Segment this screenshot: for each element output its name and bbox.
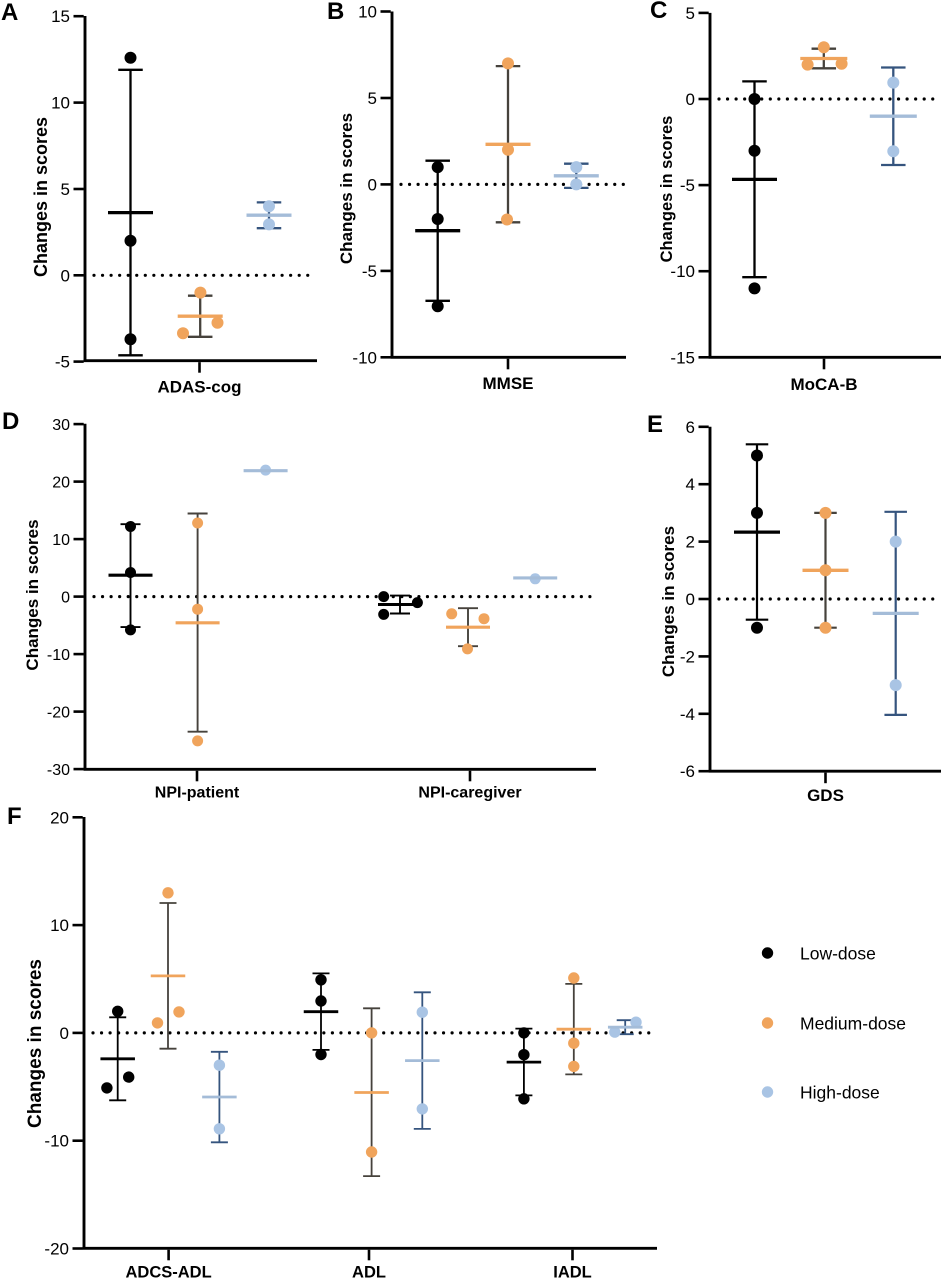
svg-text:NPI-caregiver: NPI-caregiver [418,785,521,802]
svg-text:Low-dose: Low-dose [800,944,876,964]
svg-text:0: 0 [368,175,377,194]
svg-text:NPI-patient: NPI-patient [155,785,240,802]
svg-text:-6: -6 [680,762,695,781]
svg-text:0: 0 [686,590,695,609]
svg-text:10: 10 [51,94,70,113]
svg-text:MMSE: MMSE [483,374,534,393]
svg-text:0: 0 [61,266,70,285]
svg-text:Changes in scores: Changes in scores [25,959,46,1128]
svg-text:-30: -30 [47,762,70,779]
svg-text:-10: -10 [44,1132,69,1151]
svg-text:D: D [2,408,19,435]
svg-text:20: 20 [52,475,70,492]
svg-text:-5: -5 [680,176,695,195]
svg-text:-2: -2 [680,647,695,666]
svg-text:5: 5 [686,4,695,23]
svg-text:High-dose: High-dose [800,1083,880,1103]
svg-text:-20: -20 [47,705,70,722]
svg-text:-5: -5 [362,262,377,281]
svg-text:6: 6 [686,418,695,437]
svg-text:E: E [647,411,663,438]
svg-text:-10: -10 [352,348,377,367]
svg-text:20: 20 [50,808,69,827]
svg-text:GDS: GDS [807,786,844,805]
svg-text:Changes in scores: Changes in scores [23,519,42,670]
svg-text:4: 4 [686,475,695,494]
svg-text:10: 10 [358,3,377,22]
svg-text:30: 30 [52,417,70,434]
svg-text:-4: -4 [680,705,695,724]
svg-text:IADL: IADL [553,1263,592,1280]
svg-text:Changes in scores: Changes in scores [31,117,51,277]
svg-text:2: 2 [686,533,695,552]
svg-text:-10: -10 [47,647,70,664]
svg-text:-20: -20 [44,1240,69,1259]
svg-text:Medium-dose: Medium-dose [800,1014,906,1034]
svg-text:MoCA-B: MoCA-B [790,375,857,394]
svg-text:-10: -10 [670,262,695,281]
svg-text:A: A [1,0,18,26]
svg-text:Changes in scores: Changes in scores [658,116,676,263]
svg-text:-5: -5 [55,353,70,372]
svg-text:5: 5 [61,180,70,199]
svg-text:ADAS-cog: ADAS-cog [157,377,241,396]
svg-text:C: C [650,0,667,24]
svg-text:Changes in scores: Changes in scores [337,113,356,264]
svg-text:-15: -15 [670,348,695,367]
svg-text:10: 10 [50,916,69,935]
svg-text:10: 10 [52,532,70,549]
svg-text:F: F [7,803,22,830]
svg-text:0: 0 [61,590,70,607]
svg-text:15: 15 [51,7,70,26]
svg-text:ADL: ADL [352,1263,386,1280]
svg-text:5: 5 [368,89,377,108]
svg-text:Changes in scores: Changes in scores [659,526,678,677]
svg-text:ADCS-ADL: ADCS-ADL [126,1263,212,1280]
svg-text:B: B [327,0,344,25]
svg-text:0: 0 [686,90,695,109]
svg-text:0: 0 [60,1024,69,1043]
